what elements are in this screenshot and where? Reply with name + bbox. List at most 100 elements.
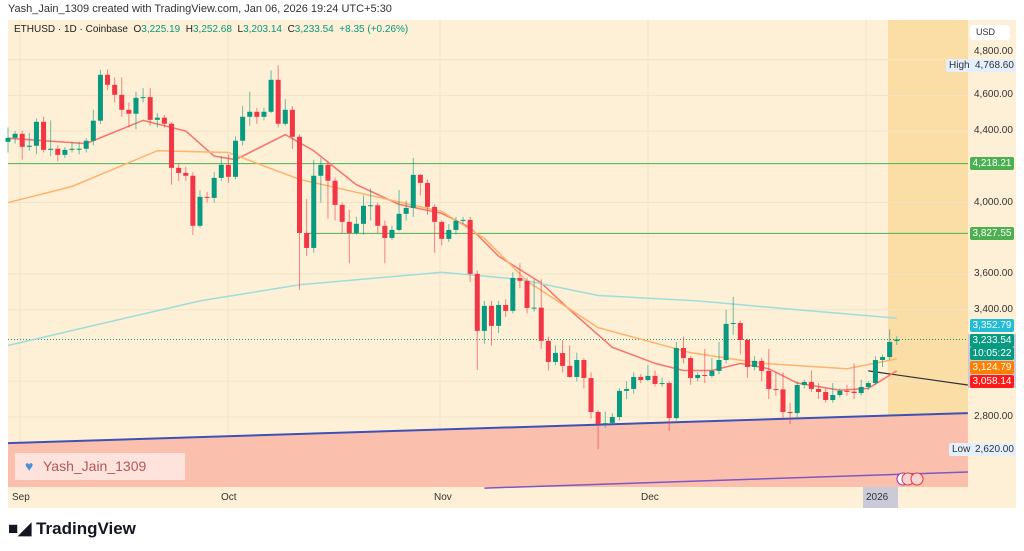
level-badge: 4,218.21 — [970, 157, 1014, 170]
candle-body — [787, 411, 793, 414]
candle-body — [446, 229, 452, 239]
currency-button[interactable]: USD — [970, 25, 1010, 40]
candle-body — [26, 145, 32, 147]
candle-body — [467, 219, 473, 274]
candle-body — [297, 136, 303, 233]
time-label: 2026 — [866, 492, 889, 503]
candle-body — [801, 381, 807, 386]
candle-body — [55, 148, 61, 155]
candle-body — [588, 378, 594, 412]
candle-body — [396, 213, 402, 230]
candle-body — [737, 323, 743, 340]
price-tick: 3,600.00 — [974, 268, 1013, 280]
candle-body — [752, 360, 758, 367]
candle-body — [76, 148, 82, 150]
ma-mid-line — [7, 149, 897, 370]
open-label: O — [133, 24, 142, 35]
candle-body — [268, 79, 274, 112]
candle-body — [759, 360, 765, 371]
candle-body — [432, 206, 438, 222]
candle-body — [723, 323, 729, 360]
ma-fast-line — [7, 119, 898, 391]
candle-body — [211, 177, 217, 198]
candle-body — [289, 109, 295, 137]
time-label: Sep — [12, 492, 30, 503]
high-label: H — [185, 24, 193, 35]
ma-slow-line — [7, 271, 897, 347]
candle-body — [744, 339, 750, 367]
candle-body — [474, 273, 480, 331]
candle-body — [574, 359, 580, 377]
high-value-tag: 4,768.60 — [972, 59, 1016, 72]
candle-body — [823, 391, 829, 401]
candle-body — [282, 109, 288, 124]
low-tag: Low — [949, 443, 974, 456]
chart-credit: Yash_Jain_1309 created with TradingView.… — [8, 3, 392, 15]
candle-body — [659, 383, 665, 385]
symbol-info[interactable]: ETHUSD · 1D · Coinbase — [14, 24, 128, 35]
candle-body — [595, 411, 601, 424]
candle-body — [510, 277, 516, 311]
ma-slow-badge: 3,352.79 — [970, 319, 1014, 332]
candle-body — [481, 305, 487, 331]
us-flag-icon[interactable] — [910, 472, 924, 486]
candle-body — [12, 133, 18, 138]
candle-body — [183, 172, 189, 176]
candle-body — [389, 229, 395, 238]
candle-body — [645, 375, 651, 381]
candle-body — [624, 388, 630, 391]
candle-body — [837, 390, 843, 396]
candle-body — [560, 353, 566, 366]
candle-body — [403, 207, 409, 214]
candle-body — [773, 388, 779, 390]
price-tick: 4,400.00 — [974, 125, 1013, 137]
watermark-text: Yash_Jain_1309 — [43, 458, 147, 474]
candle-body — [176, 167, 182, 173]
candle-body — [517, 277, 523, 281]
candle-body — [375, 205, 381, 226]
candle-body — [652, 375, 658, 384]
candle-body — [424, 182, 430, 207]
price-tick: 3,400.00 — [974, 303, 1013, 315]
candle-body — [702, 375, 708, 377]
time-highlight — [863, 487, 898, 508]
candle-body — [105, 74, 111, 85]
candle-body — [33, 121, 39, 146]
candle-body — [62, 149, 68, 155]
candle-body — [197, 196, 203, 226]
candle-body — [353, 223, 359, 233]
candle-body — [5, 137, 11, 142]
grid — [8, 20, 968, 487]
candle-body — [488, 305, 494, 326]
heart-icon: ♥ — [25, 458, 34, 474]
candle-body — [254, 111, 260, 117]
ma-mid-badge: 3,124.79 — [970, 361, 1014, 374]
candle-body — [766, 370, 772, 389]
close-label: C — [287, 24, 295, 35]
candle-body — [496, 304, 502, 326]
candle-body — [368, 205, 374, 207]
candle-body — [161, 117, 167, 124]
candle-body — [261, 111, 267, 117]
candle-body — [83, 140, 89, 149]
candle-body — [218, 164, 224, 178]
candle-body — [225, 164, 231, 177]
candle-body — [880, 356, 886, 360]
candle-body — [311, 175, 317, 248]
candle-body — [169, 123, 175, 168]
tradingview-logo[interactable]: ■◢ TradingView — [8, 519, 136, 539]
price-tick: 4,800.00 — [974, 46, 1013, 57]
candle-body — [808, 381, 814, 389]
brand-name: TradingView — [36, 519, 136, 538]
candle-body — [304, 232, 310, 248]
candle-body — [453, 220, 459, 230]
watermark: ♥ Yash_Jain_1309 — [15, 453, 185, 480]
candle-body — [780, 389, 786, 412]
candle-body — [332, 180, 338, 205]
candle-body — [439, 221, 445, 239]
candle-body — [616, 390, 622, 417]
time-label: Dec — [641, 492, 659, 503]
candle-body — [695, 375, 701, 379]
candle-body — [190, 175, 196, 226]
